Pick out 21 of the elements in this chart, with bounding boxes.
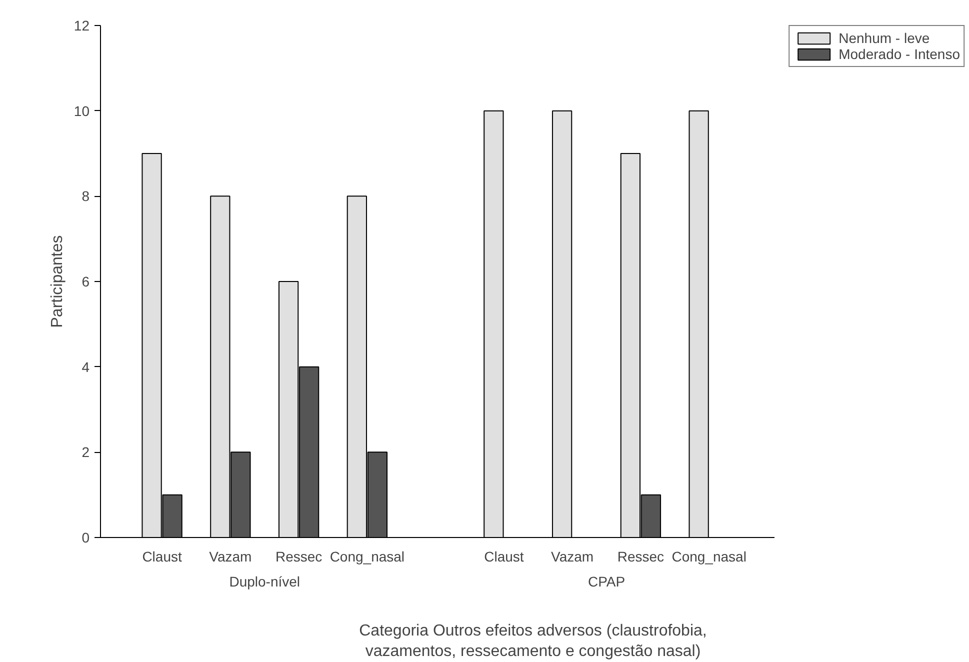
x-tick-label: Claust <box>142 548 182 564</box>
x-axis-title: Categoria Outros efeitos adversos (claustrofobia, vazamentos, ressecamento e congestão nasal) <box>359 622 707 660</box>
x-tick-label: Ressec <box>617 548 664 564</box>
y-tick-label: 10 <box>74 102 90 119</box>
y-axis-title: Participantes <box>48 235 66 328</box>
text: CPAP <box>588 574 626 590</box>
y-tick-label: 2 <box>82 444 90 460</box>
x-tick-label: Vazam <box>209 548 252 564</box>
y-tick-label: 6 <box>82 274 90 290</box>
y-tick-label: 8 <box>82 188 90 204</box>
legend-label: Nenhum - leve <box>838 30 930 46</box>
y-tick-label: 12 <box>74 18 90 34</box>
x-tick-label: Vazam <box>551 548 594 564</box>
y-tick-label: 4 <box>82 358 90 375</box>
text: Duplo-nível <box>229 574 300 590</box>
x-tick-label: Claust <box>484 548 524 564</box>
x-tick-label: Cong_nasal <box>330 548 405 564</box>
legend-label: Moderado - Intenso <box>838 46 960 62</box>
x-tick-label: Cong_nasal <box>672 548 746 564</box>
x-tick-label: Ressec <box>275 548 322 564</box>
y-tick-label: 0 <box>82 530 90 546</box>
